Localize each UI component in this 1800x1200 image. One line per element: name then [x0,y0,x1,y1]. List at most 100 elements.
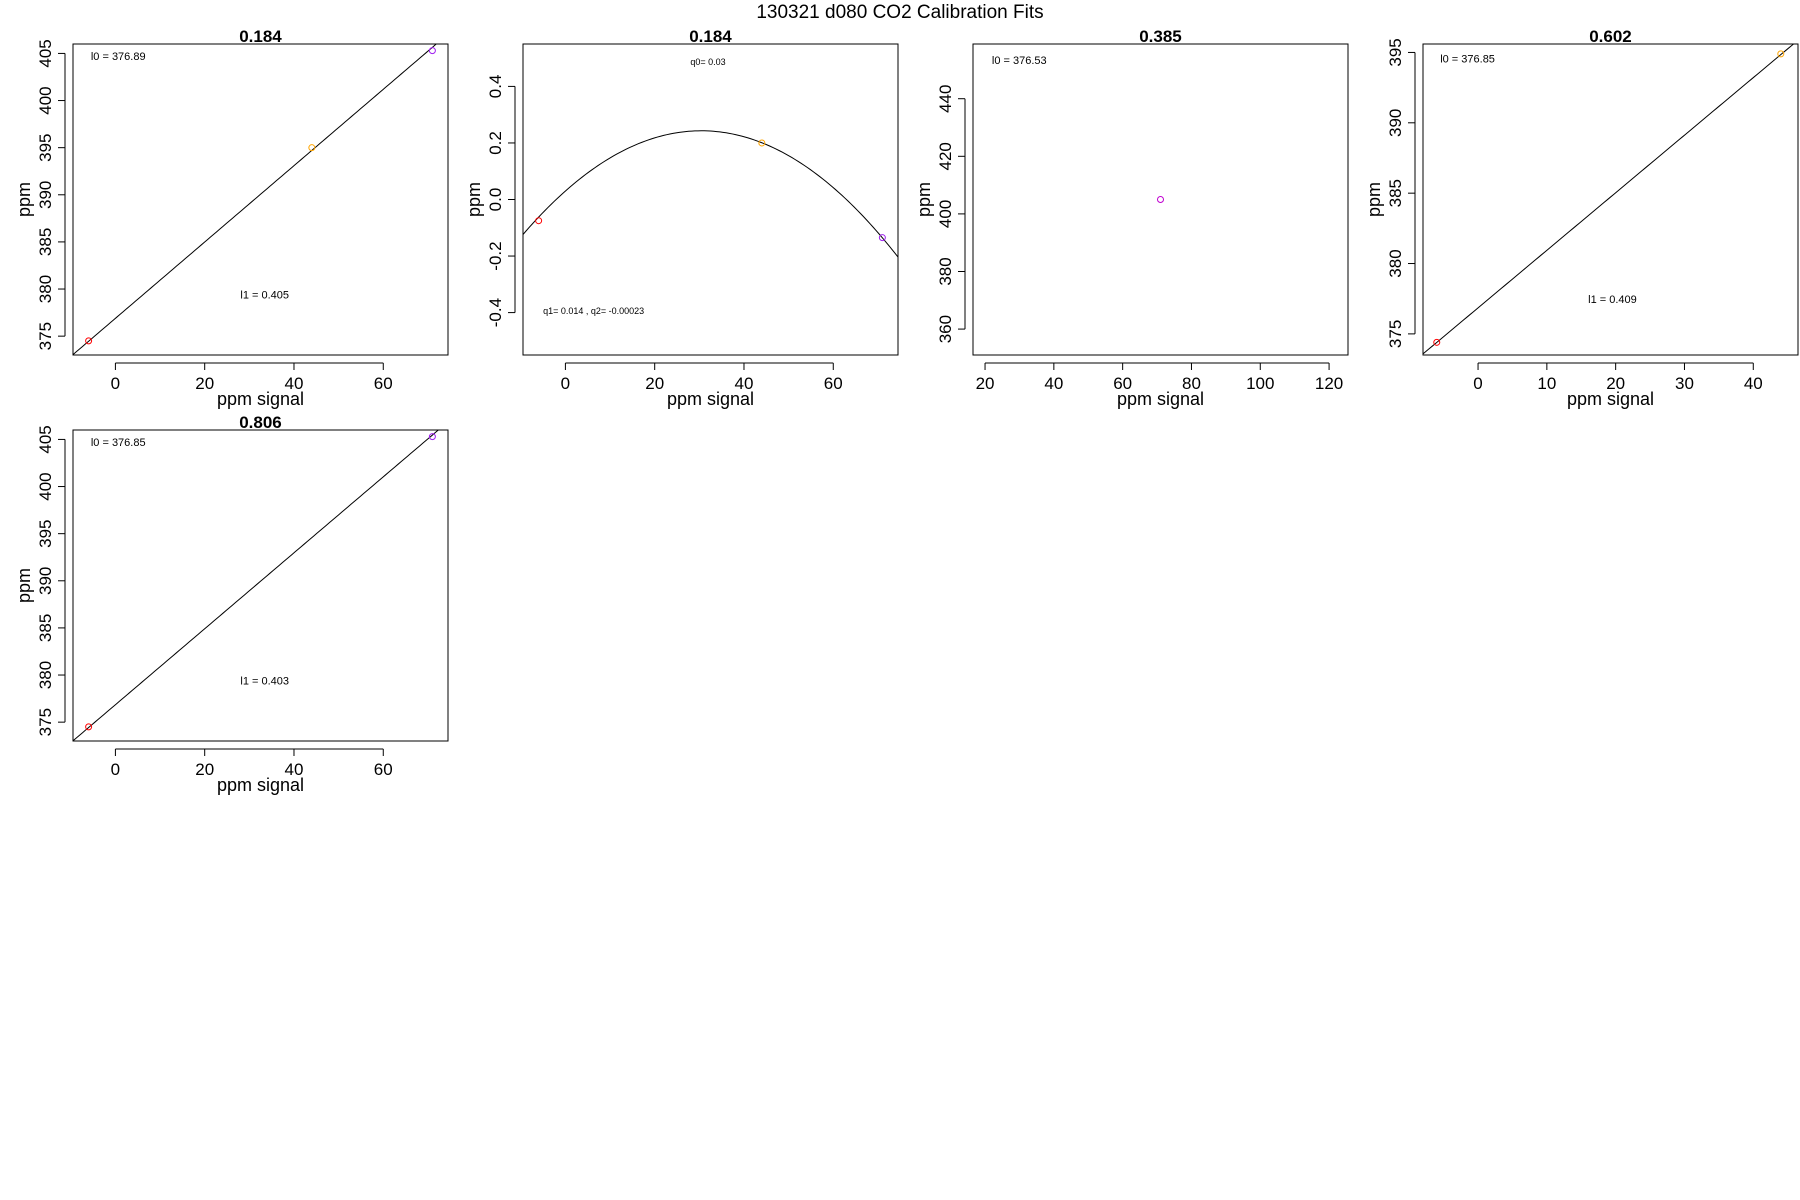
y-tick-label: 380 [36,661,55,689]
y-tick-label: 380 [36,275,55,303]
y-tick-label: 420 [936,142,955,170]
y-tick-label: 380 [1386,249,1405,277]
data-point [428,433,436,441]
y-tick-label: 380 [936,257,955,285]
fit-line [73,44,438,355]
y-tick-label: 375 [1386,320,1405,348]
chart-title: 0.602 [1589,27,1632,46]
chart-title: 0.184 [239,27,282,46]
y-tick-label: 395 [36,133,55,161]
x-axis-label: ppm signal [1567,389,1654,409]
y-tick-label: 390 [1386,109,1405,137]
fit-annotation: q0= 0.03 [690,57,725,67]
y-axis-label: ppm [464,182,484,217]
x-tick-label: 20 [645,374,664,393]
y-tick-label: 385 [1386,179,1405,207]
y-tick-label: 400 [936,200,955,228]
fit-annotation: l0 = 376.85 [91,437,146,449]
chart-panel-1: 0.184 0 20 40 60 ppm signal 375 380 385 390 395 400… [14,27,449,409]
y-tick-label: 405 [36,39,55,67]
x-tick-label: 10 [1537,374,1556,393]
x-tick-label: 60 [374,760,393,779]
y-axis-label: ppm [1364,182,1384,217]
data-point [308,144,316,152]
y-tick-label: 385 [36,228,55,256]
x-tick-label: 40 [285,760,304,779]
x-tick-label: 40 [735,374,754,393]
plot-frame [522,43,899,356]
chart-panel-3: 0.385 20 40 60 80 100 120 ppm signal 360 380 400 42… [914,27,1349,409]
x-tick-label: 30 [1675,374,1694,393]
y-tick-label: 360 [936,315,955,343]
y-tick-label: 375 [36,322,55,350]
y-axis-label: ppm [14,182,34,217]
y-tick-label: -0.4 [486,298,505,327]
fit-line [73,430,440,741]
data-point [1157,196,1164,203]
fit-annotation: l1 = 0.405 [240,289,289,301]
y-tick-label: 375 [36,708,55,736]
y-tick-label: 400 [36,472,55,500]
data-point [878,234,886,242]
y-tick-label: 395 [1386,38,1405,66]
x-tick-label: 20 [976,374,995,393]
y-tick-label: -0.2 [486,241,505,270]
y-tick-label: 0.0 [486,188,505,212]
x-tick-label: 0 [1473,374,1482,393]
x-tick-label: 40 [1044,374,1063,393]
x-tick-label: 0 [561,374,570,393]
x-axis-label: ppm signal [1117,389,1204,409]
y-tick-label: 400 [36,86,55,114]
fit-annotation: l0 = 376.89 [91,51,146,63]
x-tick-label: 120 [1315,374,1343,393]
data-point [85,723,93,731]
plot-frame [72,43,449,356]
y-tick-label: 395 [36,519,55,547]
data-point [1777,50,1785,58]
x-tick-label: 40 [1744,374,1763,393]
x-tick-label: 0 [111,760,120,779]
y-tick-label: 390 [36,181,55,209]
fit-annotation: q1= 0.014 , q2= -0.00023 [543,306,644,316]
data-point [85,337,93,345]
plot-frame [972,43,1349,356]
x-tick-label: 80 [1182,374,1201,393]
x-tick-label: 20 [195,760,214,779]
x-tick-label: 60 [824,374,843,393]
x-tick-label: 60 [374,374,393,393]
data-point [428,47,436,55]
y-tick-label: 390 [36,567,55,595]
plot-frame [72,429,449,742]
x-tick-label: 20 [1606,374,1625,393]
chart-panel-5: 0.806 0 20 40 60 ppm signal 375 380 385 390 395 400… [14,413,449,795]
y-axis-label: ppm [14,568,34,603]
x-tick-label: 0 [111,374,120,393]
chart-title: 0.806 [239,413,282,432]
x-tick-label: 60 [1113,374,1132,393]
y-tick-label: 440 [936,85,955,113]
y-tick-label: 0.4 [486,75,505,99]
plot-frame [1422,43,1799,356]
fit-annotation: l1 = 0.409 [1588,294,1637,306]
y-axis-label: ppm [914,182,934,217]
x-tick-label: 40 [285,374,304,393]
fit-annotation: l1 = 0.403 [240,675,289,687]
data-point [758,139,766,147]
y-tick-label: 0.2 [486,131,505,155]
data-point [535,217,543,225]
y-tick-label: 405 [36,425,55,453]
figure-title: 130321 d080 CO2 Calibration Fits [756,2,1043,23]
x-axis-label: ppm signal [217,389,304,409]
fit-annotation: l0 = 376.53 [992,55,1047,67]
chart-panel-4: 0.602 0 10 20 30 40 ppm signal 375 380 385 390 395 p… [1364,27,1799,409]
x-tick-label: 20 [195,374,214,393]
y-tick-label: 385 [36,614,55,642]
data-point [1433,338,1441,346]
fit-annotation: l0 = 376.85 [1440,53,1495,65]
chart-title: 0.184 [689,27,732,46]
x-axis-label: ppm signal [217,775,304,795]
chart-title: 0.385 [1139,27,1182,46]
chart-panel-2: 0.184 0 20 40 60 ppm signal -0.4 -0.2 0.0 0.2 0.4 p… [464,27,899,409]
